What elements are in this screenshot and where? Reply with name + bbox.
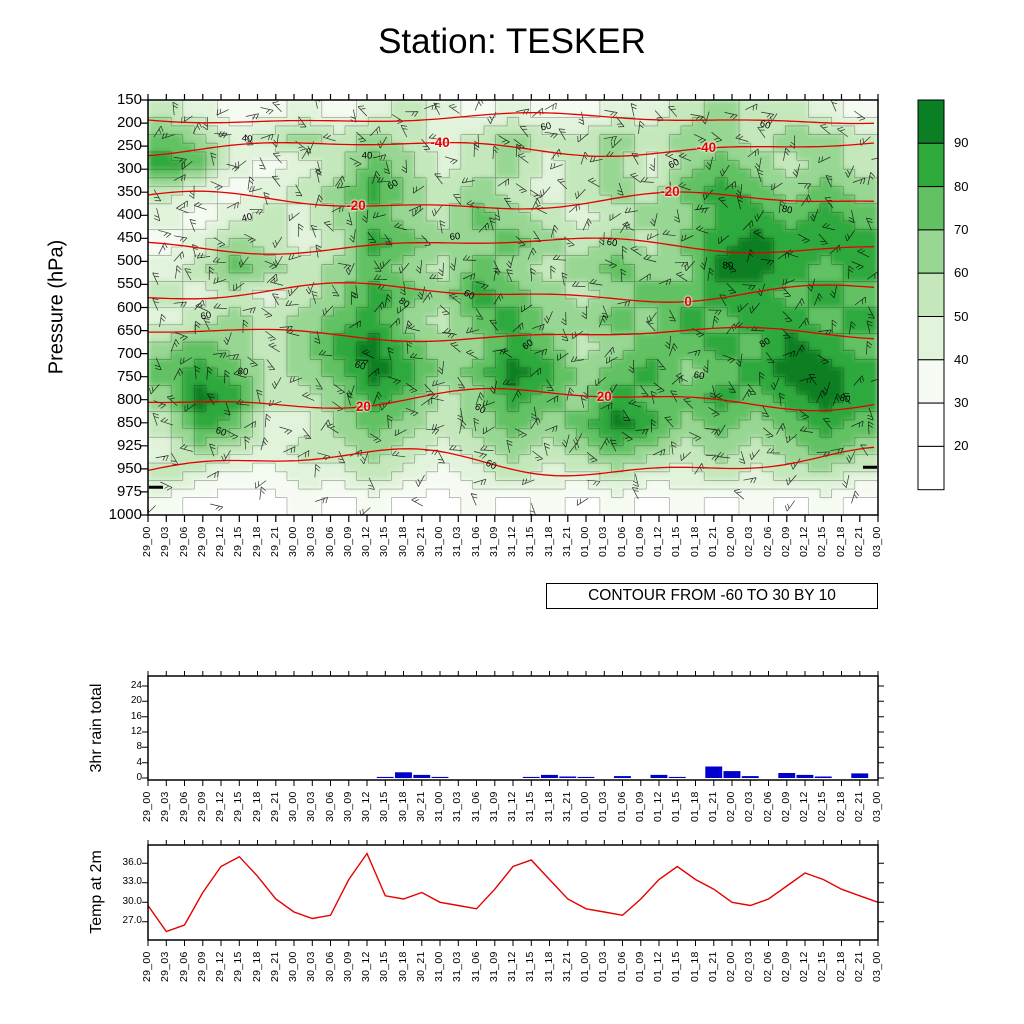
- temp-axis-ticks: [142, 840, 884, 946]
- wind-barbs: [148, 100, 878, 515]
- colorbar-box: [917, 316, 945, 361]
- rain-bar: [614, 776, 631, 778]
- colorbar-box: [917, 99, 945, 144]
- temp-axis-label: Temp at 2m: [88, 850, 105, 934]
- rain-bar: [851, 773, 869, 778]
- rain-bar: [705, 766, 723, 778]
- colorbar-box: [917, 272, 945, 318]
- isotherm-line: [148, 446, 875, 477]
- rain-bar: [559, 776, 577, 778]
- contour-note: CONTOUR FROM -60 TO 30 BY 10: [546, 583, 878, 609]
- rain-bar: [741, 776, 759, 778]
- colorbar-box: [917, 445, 945, 491]
- rain-bar: [650, 774, 668, 778]
- surface-marks: [149, 465, 877, 489]
- isotherm-line: [148, 282, 875, 303]
- colorbar-box: [917, 229, 945, 274]
- isotherm-line: [148, 141, 875, 158]
- page-title: Station: TESKER: [378, 22, 646, 61]
- rain-plot-frame: [147, 675, 879, 781]
- rain-bar: [522, 776, 540, 778]
- rain-axis-ticks: [142, 671, 884, 786]
- colorbar-box: [917, 142, 945, 188]
- rain-bar: [541, 774, 558, 778]
- isotherm-line: [148, 237, 875, 255]
- rain-bar: [814, 776, 832, 778]
- temp-line: [147, 852, 879, 933]
- isotherm-line: [148, 387, 875, 412]
- rain-bar: [778, 773, 796, 778]
- rain-bar: [723, 771, 741, 778]
- colorbar-box: [917, 402, 945, 447]
- isotherm-line: [148, 112, 875, 125]
- isotherm-line: [148, 326, 875, 343]
- isotherm-line: [148, 190, 875, 210]
- rain-bar: [431, 776, 449, 778]
- rain-axis-label: 3hr rain total: [88, 683, 105, 773]
- temp-plot-frame: [147, 844, 879, 941]
- pressure-axis-label: Pressure (hPa): [45, 239, 68, 375]
- rain-bar: [395, 772, 412, 779]
- colorbar-box: [917, 186, 945, 231]
- rain-bar: [376, 776, 394, 778]
- rain-bar: [413, 774, 431, 778]
- rain-bar: [668, 776, 686, 778]
- rain-bar: [796, 774, 814, 778]
- rain-bar: [577, 776, 595, 778]
- main-axis-ticks: [141, 94, 879, 522]
- colorbar-box: [917, 359, 945, 404]
